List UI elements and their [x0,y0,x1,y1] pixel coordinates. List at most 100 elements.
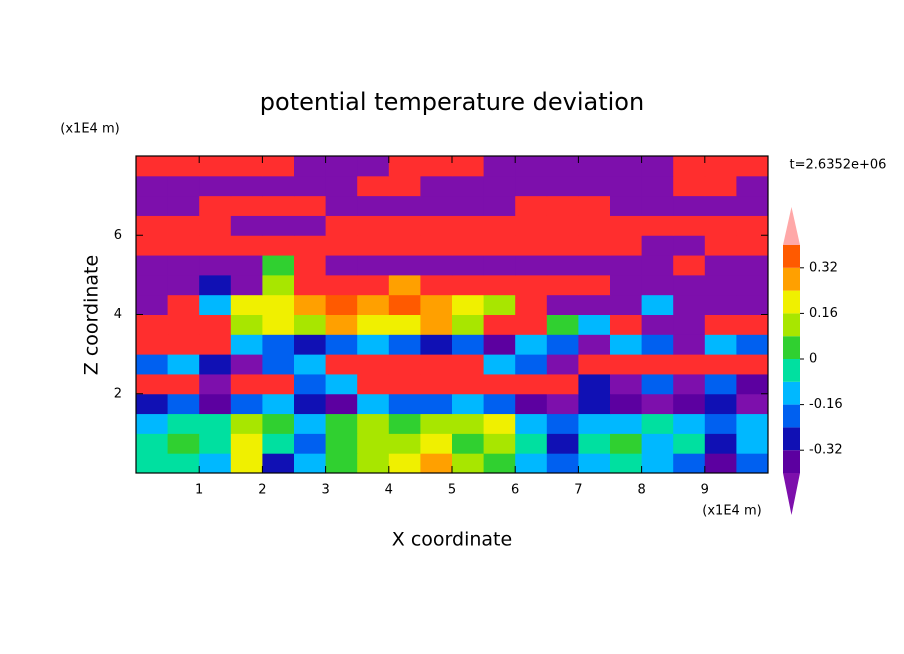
field-cell [388,334,421,355]
field-cell [704,453,737,474]
field-cell [515,255,548,276]
field-cell [136,274,169,296]
field-cell [546,175,579,197]
field-cell [420,354,453,375]
x-tick-label: 7 [574,483,582,498]
field-cell [578,413,611,434]
colorbar-low-triangle [783,473,800,515]
field-cell [736,294,769,315]
field-cell [325,175,358,197]
field-cell [167,413,200,434]
field-cell [704,314,737,335]
field-cell [610,195,643,216]
field-cell [136,235,169,256]
field-cell [673,255,706,276]
colorbar-box [783,336,800,359]
field-cell [420,215,453,236]
field-cell [673,314,706,335]
colorbar-box [783,381,800,405]
field-cell [452,195,485,216]
field-cell [578,175,611,197]
field-cell [230,314,263,335]
field-cell [673,413,706,434]
field-cell [578,334,611,355]
field-cell [388,195,421,216]
field-cell [578,294,611,315]
field-cell [230,255,263,276]
field-cell [262,294,295,315]
field-cell [736,413,769,434]
field-cell [230,413,263,434]
field-cell [673,294,706,315]
field-cell [641,274,674,296]
field-cell [483,195,516,216]
colorbar-box [783,290,800,314]
field-cell [388,373,421,395]
field-cell [357,175,390,197]
field-cell [357,354,390,375]
field-cell [325,314,358,335]
field-cell [452,274,485,296]
colorbar-box [783,404,800,428]
field-cell [515,453,548,474]
field-cell [483,334,516,355]
field-cell [388,274,421,296]
field-cell [136,175,169,197]
field-cell [420,294,453,315]
field-cell [515,373,548,395]
field-cell [199,235,232,256]
field-cell [578,373,611,395]
field-cell [673,373,706,395]
field-cell [546,294,579,315]
field-cell [199,413,232,434]
field-cell [673,453,706,474]
field-cell [704,274,737,296]
field-cell [610,156,643,177]
field-cell [483,354,516,375]
field-cell [136,373,169,395]
field-cell [515,195,548,216]
field-cell [452,156,485,177]
field-cell [641,334,674,355]
field-cell [325,413,358,434]
field-cell [388,215,421,236]
field-cell [294,156,327,177]
field-cell [610,393,643,415]
field-cell [325,354,358,375]
y-tick-label: 2 [114,386,122,401]
field-cell [388,413,421,434]
field-cell [262,334,295,355]
field-cell [388,433,421,454]
field-cell [420,255,453,276]
field-cell [704,255,737,276]
field-cell [294,354,327,375]
field-cell [704,215,737,236]
field-cell [641,393,674,415]
field-cell [578,433,611,454]
field-cell [357,373,390,395]
field-cell [641,354,674,375]
field-cell [325,294,358,315]
field-cell [230,393,263,415]
field-cell [641,215,674,236]
field-cell [641,156,674,177]
field-cell [325,195,358,216]
field-cell [357,195,390,216]
field-cell [294,433,327,454]
field-cell [262,453,295,474]
field-cell [294,334,327,355]
field-cell [736,373,769,395]
field-cell [546,433,579,454]
field-cell [136,354,169,375]
field-cell [357,413,390,434]
field-cell [230,354,263,375]
field-cell [736,393,769,415]
field-cell [199,195,232,216]
field-cell [610,433,643,454]
x-axis-label: X coordinate [392,529,512,551]
field-cell [420,393,453,415]
field-cell [452,354,485,375]
field-cell [578,235,611,256]
field-cell [230,294,263,315]
field-cell [704,334,737,355]
